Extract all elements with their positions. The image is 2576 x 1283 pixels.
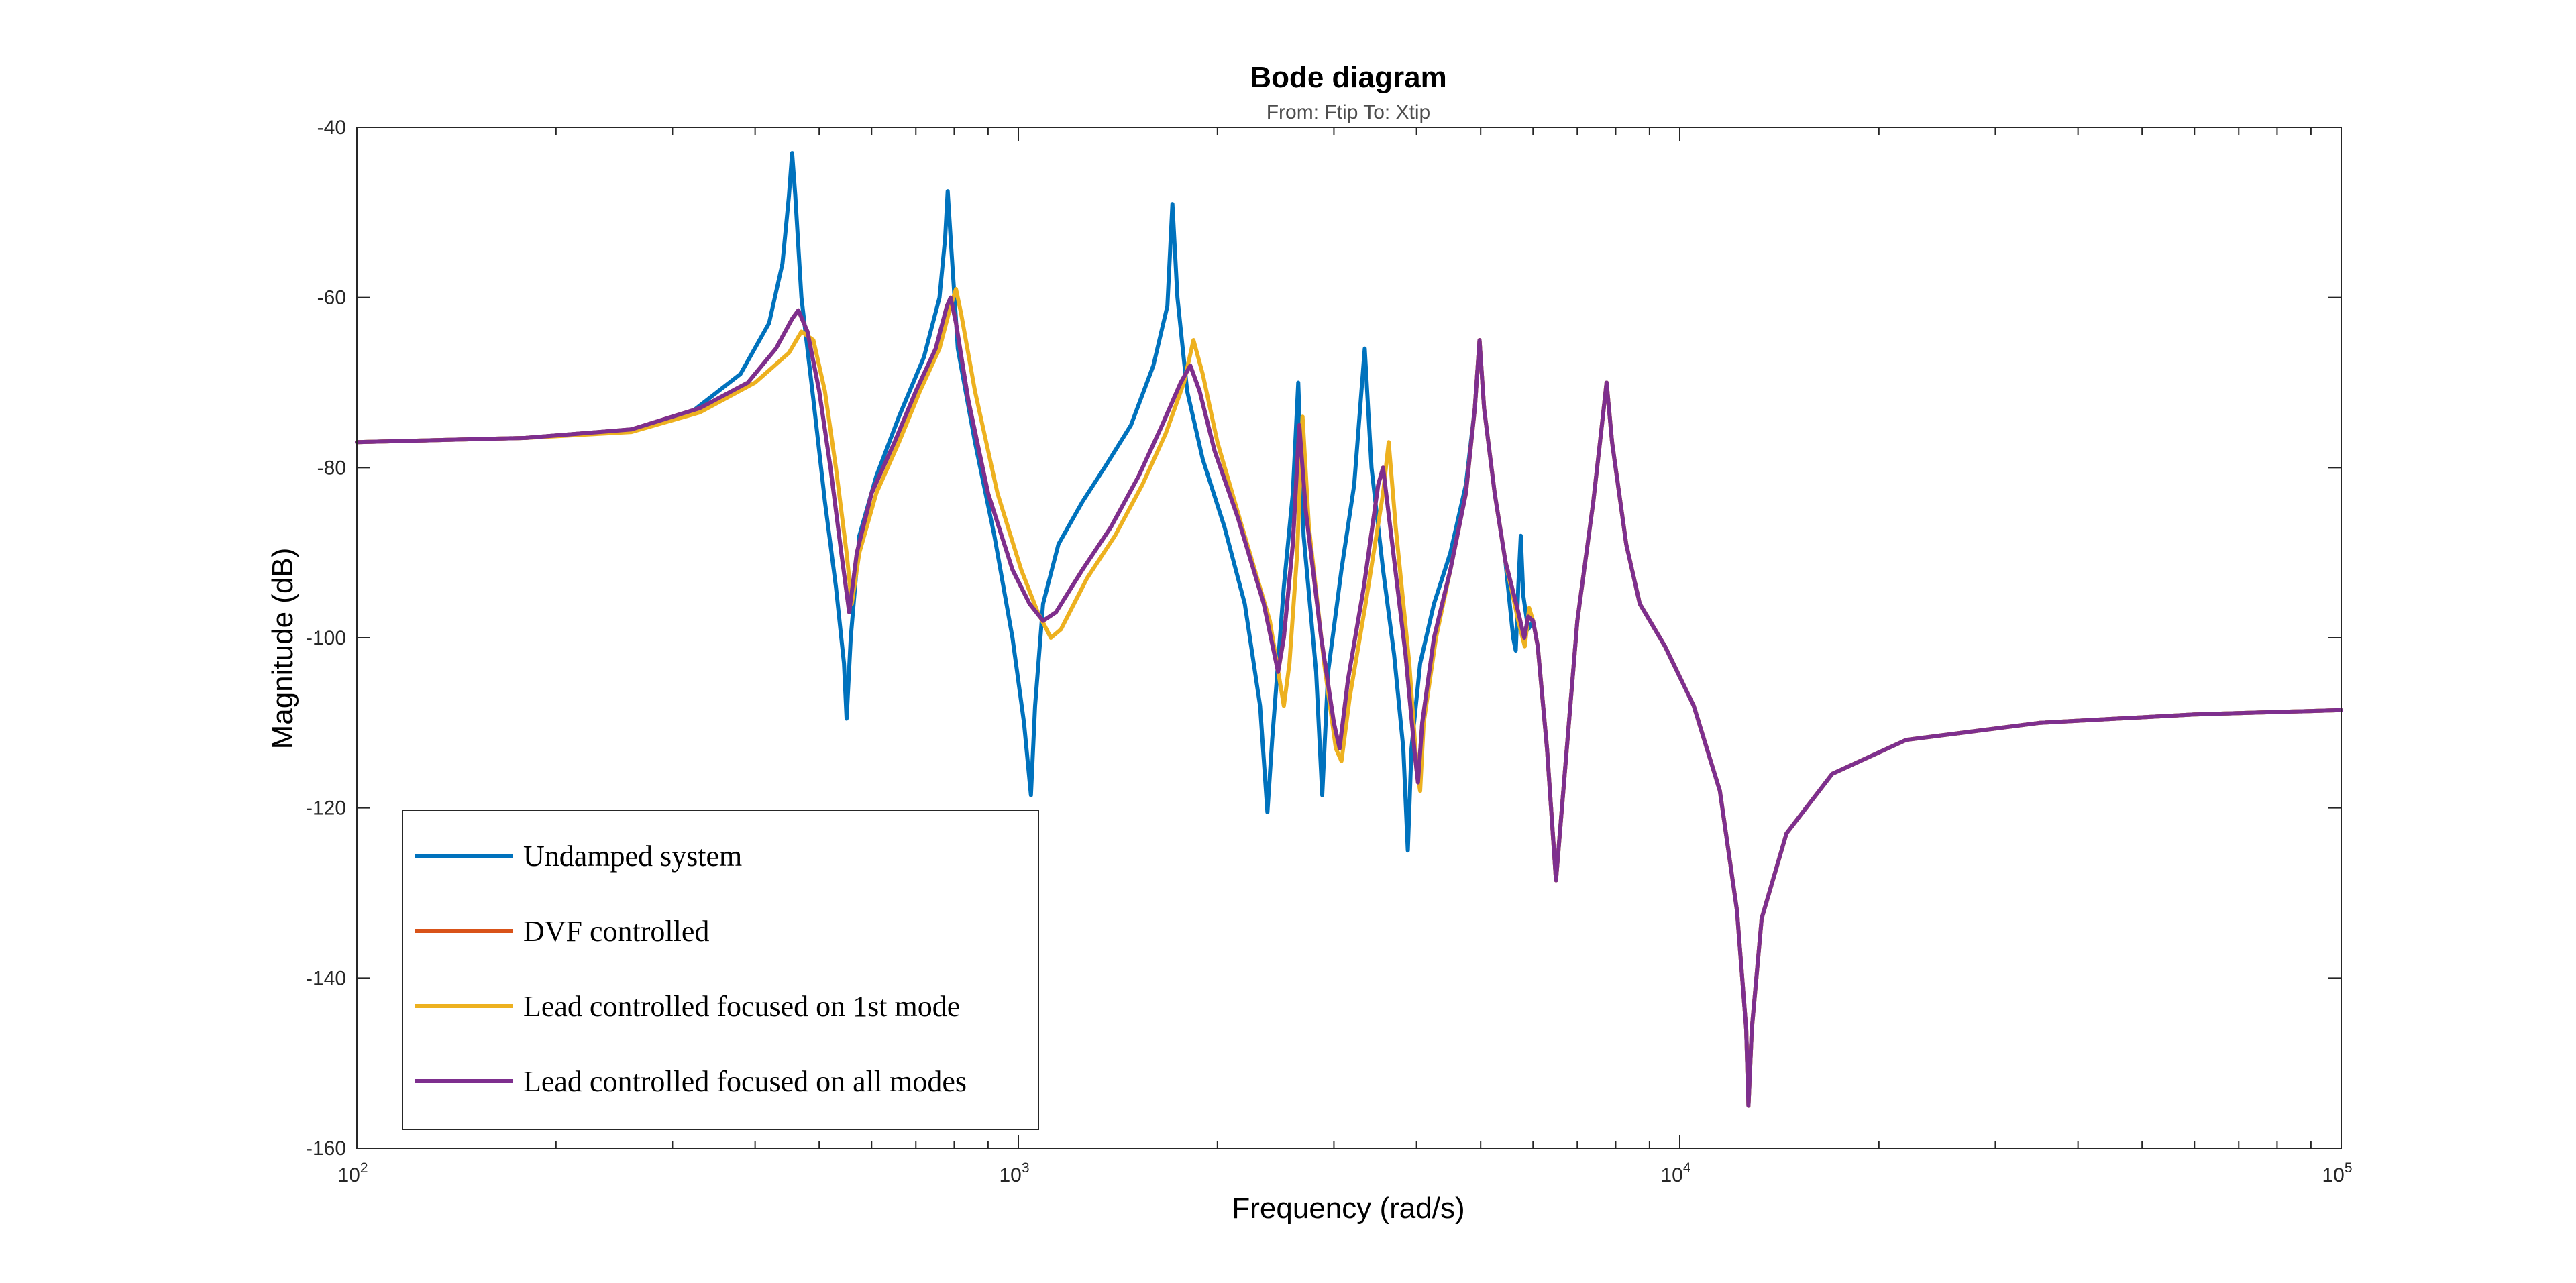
x-tick-label-exponent: 2 <box>360 1160 368 1176</box>
legend-label-4: Lead controlled focused on all modes <box>523 1065 967 1098</box>
x-tick-label-base: 10 <box>999 1164 1021 1186</box>
y-tick-label: -160 <box>306 1137 346 1160</box>
x-tick-label-base: 10 <box>2322 1164 2344 1186</box>
y-tick-label: -80 <box>317 457 346 479</box>
series-line-4 <box>355 295 2343 1108</box>
x-axis-label: Frequency (rad/s) <box>1232 1192 1464 1225</box>
x-tick-label: 103 <box>999 1160 1029 1186</box>
x-tick-label-base: 10 <box>337 1164 360 1186</box>
legend-label-2: DVF controlled <box>523 915 709 948</box>
legend-box <box>402 810 1039 1130</box>
x-tick-label: 102 <box>337 1160 368 1186</box>
x-tick-label-exponent: 3 <box>1022 1160 1030 1176</box>
y-axis-label: Magnitude (dB) <box>266 548 299 750</box>
x-tick-label-exponent: 5 <box>2345 1160 2353 1176</box>
y-tick-label: -60 <box>317 287 346 309</box>
x-tick-label-exponent: 4 <box>1683 1160 1691 1176</box>
ticks-layer: 102 103 104 105-40-60-80-100-120-140-160 <box>306 117 2353 1186</box>
legend-label-1: Undamped system <box>523 840 742 873</box>
legend: Undamped system DVF controlled Lead contro… <box>402 810 1039 1130</box>
chart-subtitle: From: Ftip To: Xtip <box>1267 101 1431 123</box>
chart-title: Bode diagram <box>1250 61 1446 94</box>
y-tick-label: -40 <box>317 117 346 139</box>
x-tick-label: 105 <box>2322 1160 2352 1186</box>
x-tick-label: 104 <box>1660 1160 1690 1186</box>
legend-label-3: Lead controlled focused on 1st mode <box>523 990 960 1023</box>
y-tick-label: -100 <box>306 627 346 649</box>
x-tick-label-base: 10 <box>1660 1164 1682 1186</box>
y-tick-label: -120 <box>306 797 346 820</box>
series-layer <box>355 151 2343 1108</box>
y-tick-label: -140 <box>306 967 346 989</box>
